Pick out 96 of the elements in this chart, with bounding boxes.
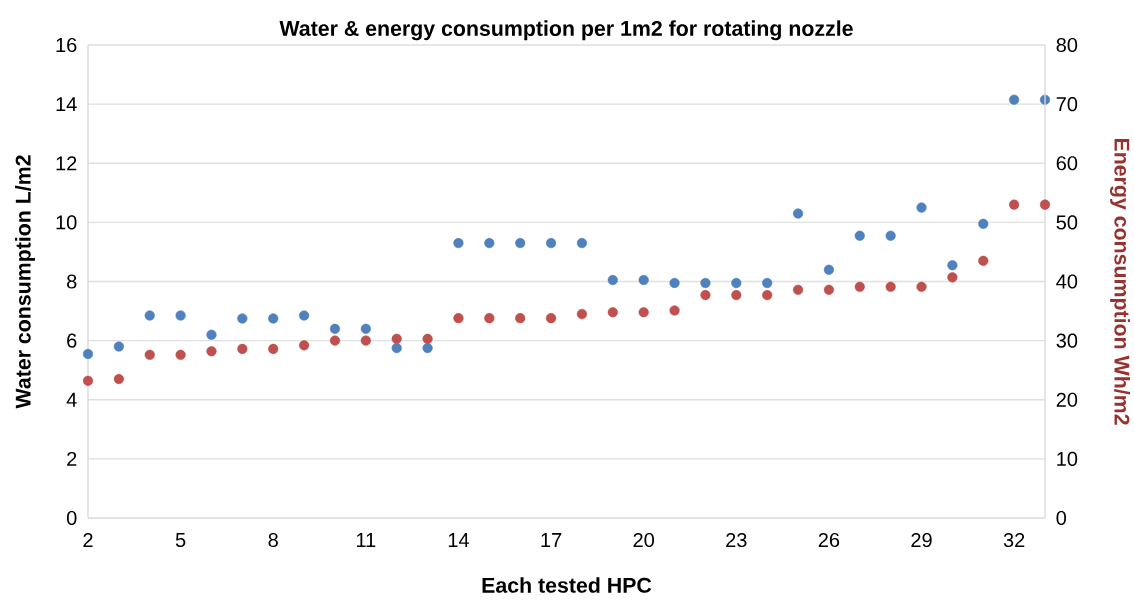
- point: [206, 346, 217, 357]
- y-tick-label: 6: [67, 333, 77, 348]
- y2-tick-label: 60: [1056, 156, 1078, 171]
- point: [854, 230, 865, 241]
- point: [947, 272, 958, 283]
- point: [731, 277, 742, 289]
- y-tick-label: 16: [56, 37, 77, 53]
- point: [82, 375, 94, 386]
- point: [237, 313, 248, 324]
- point: [329, 335, 341, 346]
- point: [113, 373, 124, 385]
- point: [546, 238, 557, 249]
- x-tick-label: 29: [911, 532, 932, 548]
- x-axis-title: Each tested HPC: [482, 577, 652, 593]
- y2-tick-label: 20: [1056, 392, 1078, 407]
- x-tick-label: 23: [726, 532, 747, 548]
- y-tick-label: 0: [66, 510, 77, 526]
- point: [669, 277, 680, 289]
- point: [1039, 199, 1051, 210]
- x-tick-label: 11: [356, 533, 376, 547]
- point: [916, 281, 927, 292]
- point: [484, 238, 495, 249]
- point: [144, 310, 155, 321]
- point: [607, 274, 618, 286]
- point: [515, 313, 526, 324]
- point: [885, 281, 896, 292]
- point: [638, 274, 649, 286]
- point: [82, 348, 94, 359]
- point: [823, 284, 834, 295]
- y2-axis-title: Energy consumption Wh/m2: [1110, 138, 1130, 425]
- point: [175, 310, 186, 321]
- point: [453, 313, 464, 324]
- point: [484, 313, 495, 324]
- point: [885, 230, 896, 241]
- point: [978, 218, 989, 229]
- y2-tick-label: 50: [1056, 215, 1078, 230]
- y-tick-label: 4: [66, 392, 77, 407]
- point: [978, 255, 989, 266]
- x-tick-label: 32: [1003, 532, 1025, 548]
- point: [1009, 94, 1020, 105]
- point: [546, 313, 557, 324]
- x-tick-label: 2: [83, 533, 93, 547]
- point: [268, 343, 279, 354]
- x-tick-label: 5: [175, 533, 186, 547]
- point: [422, 342, 433, 354]
- point: [762, 277, 773, 289]
- point: [360, 323, 371, 334]
- point: [700, 290, 711, 301]
- point: [206, 329, 217, 340]
- point: [391, 342, 402, 354]
- point: [299, 340, 310, 351]
- y-tick-label: 12: [56, 156, 77, 171]
- point: [823, 264, 834, 275]
- x-tick-label: 26: [818, 532, 840, 548]
- point: [576, 238, 588, 249]
- point: [607, 307, 618, 318]
- y2-tick-label: 30: [1056, 333, 1078, 348]
- point: [113, 341, 124, 352]
- point: [916, 202, 927, 213]
- x-tick-label: 14: [448, 533, 469, 547]
- y2-tick-label: 10: [1057, 451, 1078, 466]
- point: [391, 333, 402, 344]
- point: [792, 284, 804, 295]
- point: [576, 308, 588, 320]
- point: [268, 313, 279, 324]
- y-tick-label: 2: [67, 451, 77, 466]
- y2-tick-label: 70: [1056, 97, 1078, 112]
- y-axis-title: Water consumption L/m2: [15, 155, 35, 409]
- y2-tick-label: 0: [1056, 510, 1067, 526]
- chart-title: Water & energy consumption per 1m2 for rotating nozzle: [279, 20, 853, 41]
- point: [175, 349, 186, 360]
- point: [422, 333, 433, 344]
- point: [1009, 199, 1020, 210]
- y-tick-label: 8: [67, 274, 77, 289]
- point: [669, 305, 680, 316]
- point: [453, 238, 464, 249]
- point: [854, 281, 865, 292]
- point: [237, 343, 248, 354]
- point: [947, 260, 958, 271]
- point: [144, 349, 155, 360]
- point: [360, 335, 371, 346]
- point: [762, 290, 773, 301]
- y-tick-label: 14: [56, 97, 77, 111]
- y2-tick-label: 80: [1056, 37, 1078, 53]
- point: [731, 290, 742, 301]
- x-tick-label: 17: [541, 533, 562, 547]
- x-tick-label: 8: [268, 532, 278, 548]
- point: [515, 238, 526, 249]
- x-tick-label: 20: [633, 532, 655, 548]
- point: [700, 277, 711, 289]
- point: [792, 208, 804, 219]
- point: [329, 323, 341, 334]
- y2-tick-label: 40: [1056, 274, 1078, 289]
- point: [638, 307, 649, 318]
- y-tick-label: 10: [56, 215, 77, 230]
- point: [299, 310, 310, 321]
